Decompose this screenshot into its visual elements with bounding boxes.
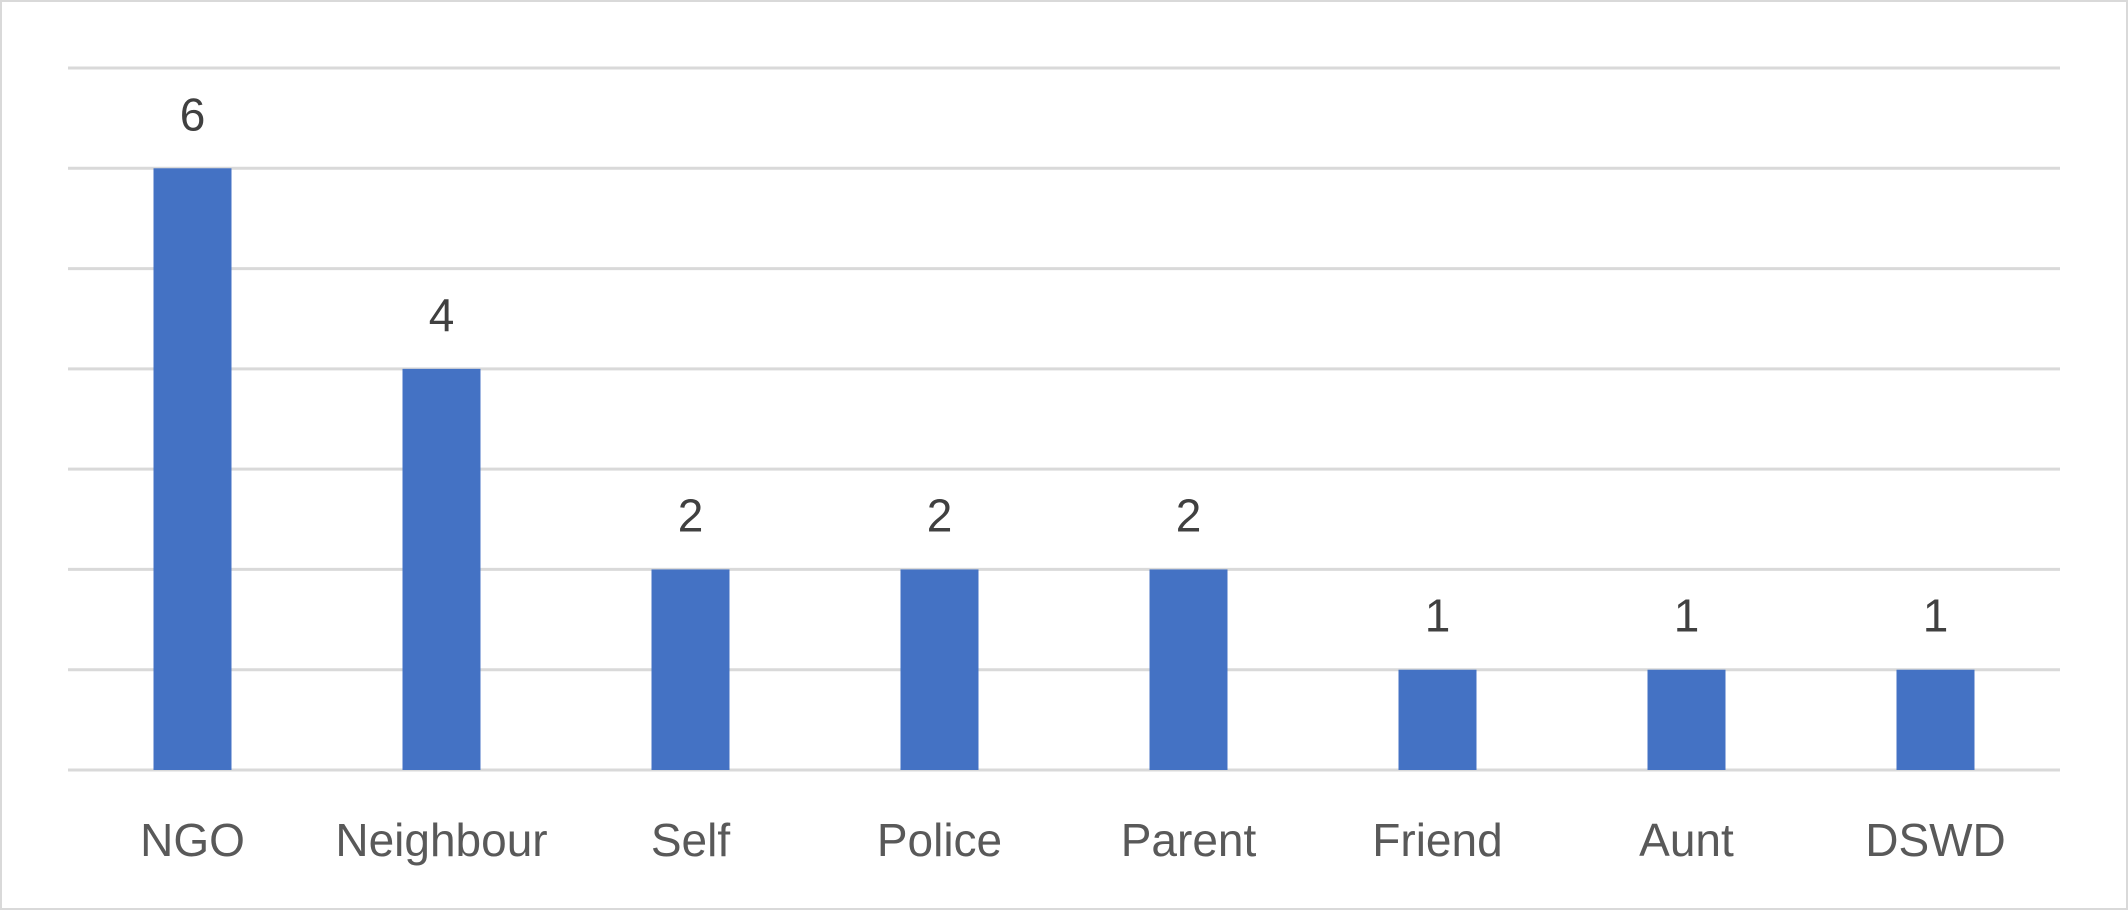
bars — [153, 168, 1975, 771]
category-axis-labels: NGO Neighbour Self Police Parent Friend Aunt DS… — [140, 814, 2006, 866]
data-label-self: 2 — [678, 489, 704, 541]
tick-label-ngo: NGO — [140, 814, 245, 866]
data-label-friend: 1 — [1425, 590, 1451, 642]
tick-label-dswd: DSWD — [1865, 814, 2006, 866]
tick-label-neighbour: Neighbour — [335, 814, 547, 866]
tick-label-parent: Parent — [1121, 814, 1257, 866]
data-label-police: 2 — [927, 489, 953, 541]
tick-label-self: Self — [651, 814, 730, 866]
data-label-ngo: 6 — [180, 88, 206, 140]
bar-friend — [1398, 669, 1477, 770]
data-label-dswd: 1 — [1923, 590, 1949, 642]
bar-parent — [1149, 569, 1228, 770]
data-label-aunt: 1 — [1674, 590, 1700, 642]
bar-neighbour — [402, 368, 481, 770]
tick-label-aunt: Aunt — [1639, 814, 1734, 866]
tick-label-police: Police — [877, 814, 1002, 866]
bar-aunt — [1647, 669, 1726, 770]
data-label-parent: 2 — [1176, 489, 1202, 541]
bar-self — [651, 569, 730, 770]
bar-police — [900, 569, 979, 770]
data-label-neighbour: 4 — [429, 289, 455, 341]
data-labels: 6 4 2 2 2 1 1 1 — [180, 88, 1949, 641]
bar-ngo — [153, 168, 232, 771]
tick-label-friend: Friend — [1372, 814, 1502, 866]
gridlines — [68, 66, 2060, 772]
bar-dswd — [1896, 669, 1975, 770]
